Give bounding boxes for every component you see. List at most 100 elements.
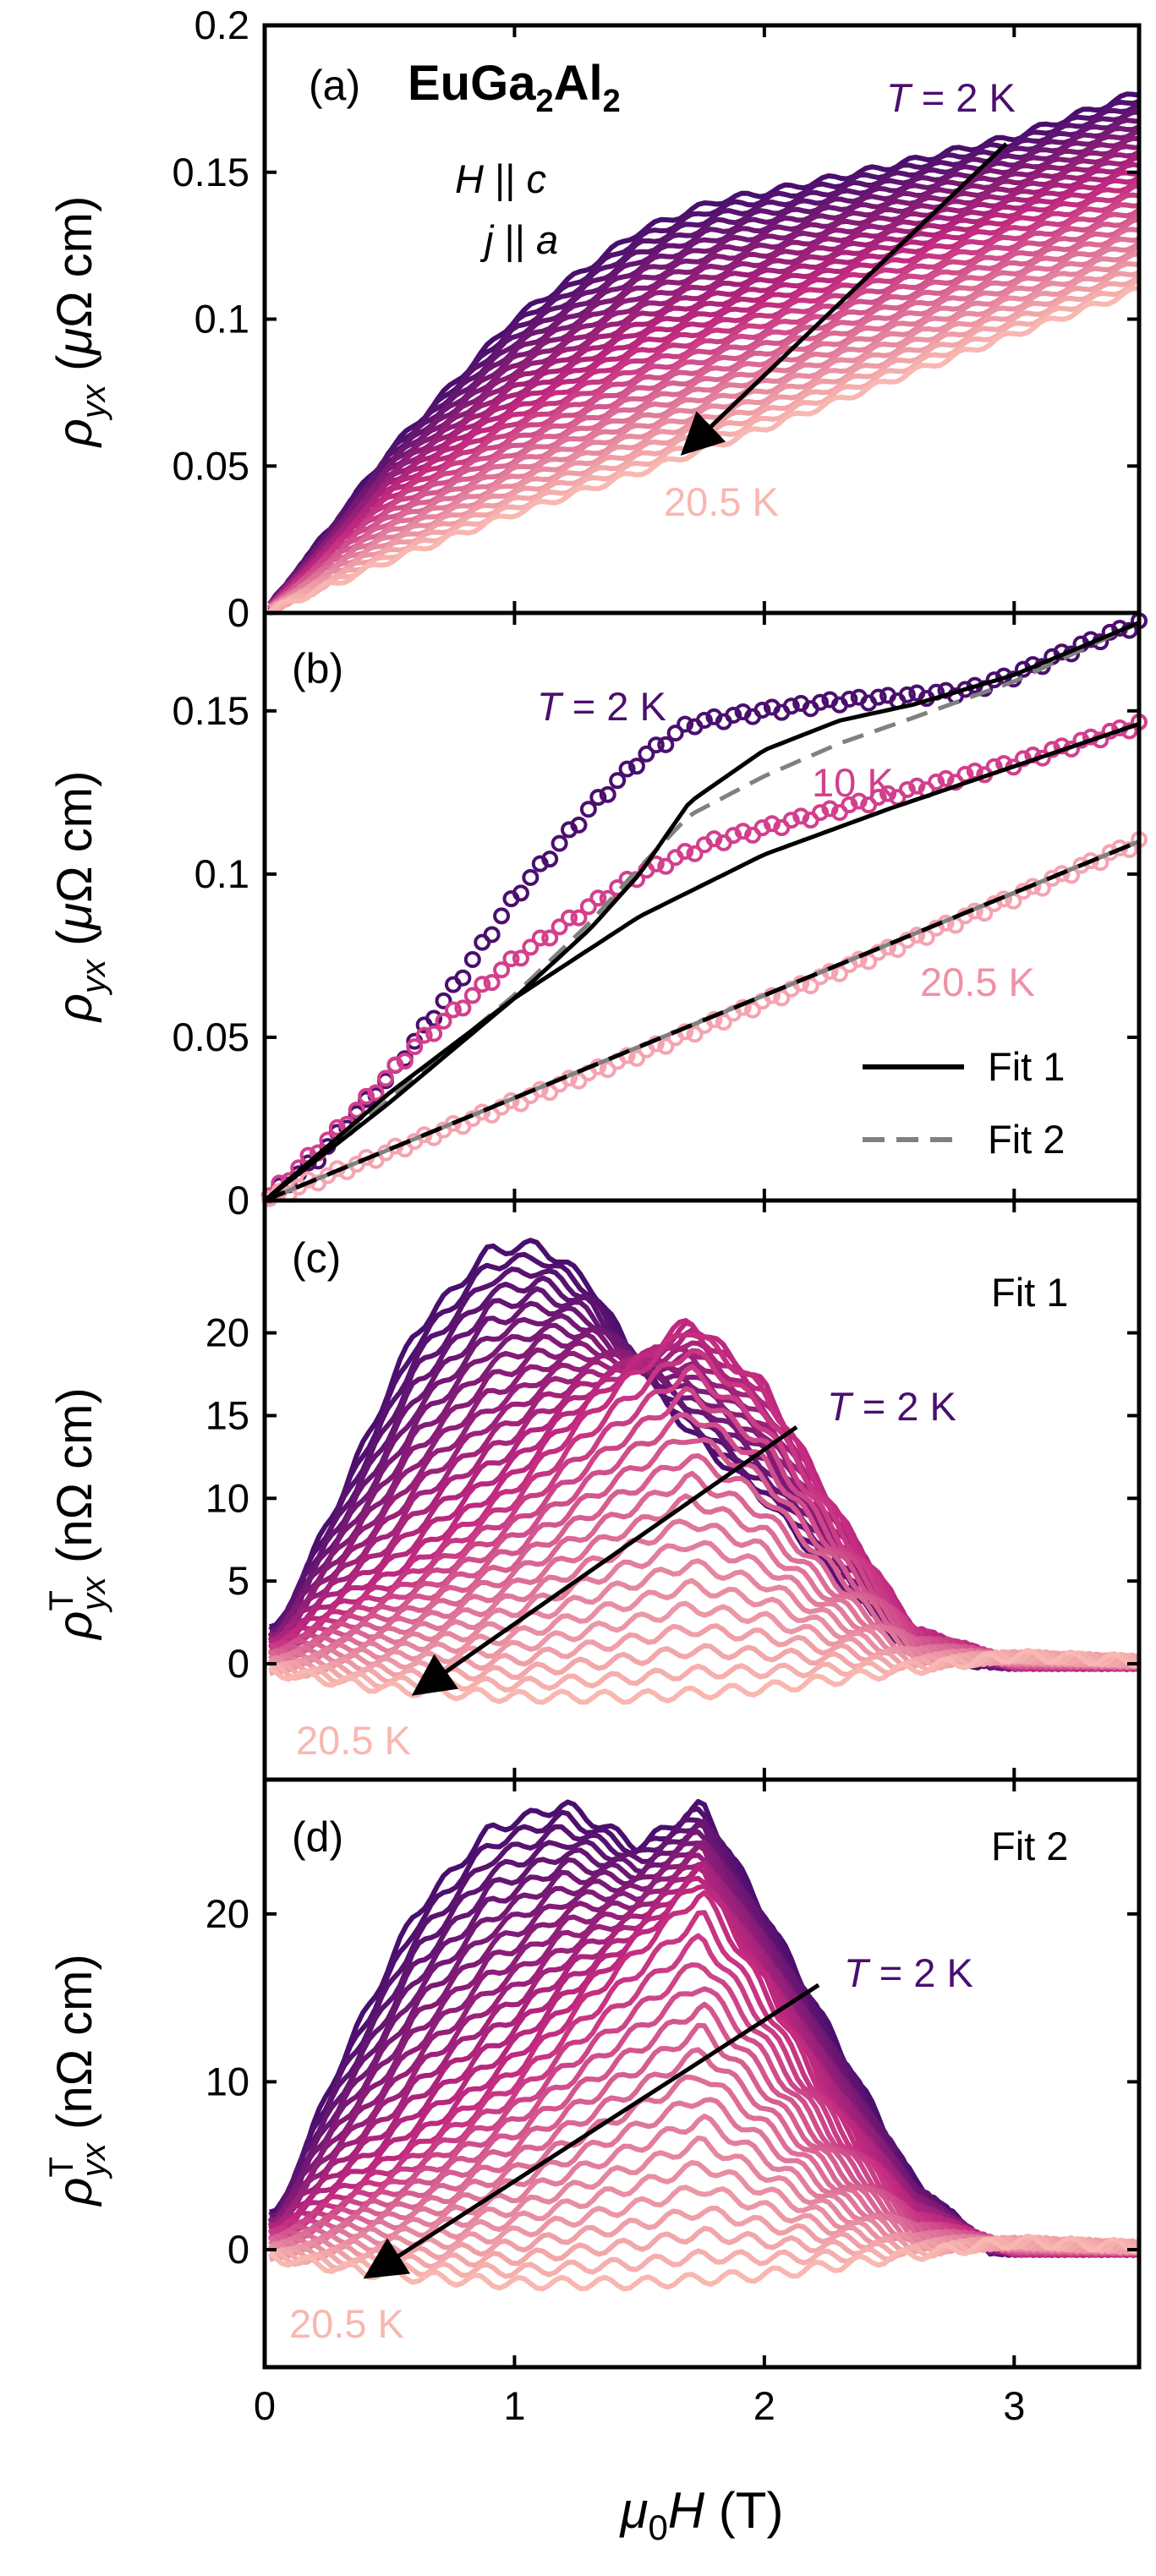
data-marker xyxy=(425,1025,443,1042)
panel-b-ticks: 0 0.05 0.1 0.15 xyxy=(173,613,1139,1222)
data-marker xyxy=(502,950,520,968)
series-curve xyxy=(267,144,1140,606)
panel-d-top-temp: T = 2 K xyxy=(844,1950,973,1995)
data-marker xyxy=(415,1026,433,1044)
ytick-label: 20 xyxy=(205,1310,249,1355)
panel-d-frame xyxy=(262,1777,1142,2370)
data-marker xyxy=(1082,852,1099,870)
data-marker xyxy=(463,987,481,1004)
data-marker xyxy=(869,688,887,706)
data-marker xyxy=(589,889,607,907)
data-marker xyxy=(657,1037,675,1055)
data-marker xyxy=(570,816,588,834)
panel-d-arrow xyxy=(363,1983,820,2279)
legend-fit1-label: Fit 1 xyxy=(988,1044,1065,1089)
data-marker xyxy=(879,785,896,802)
xtick-label: 3 xyxy=(1003,2383,1025,2428)
panel-b-t10-label: 10 K xyxy=(812,760,894,805)
ytick-label: 0 xyxy=(227,590,249,635)
data-marker xyxy=(406,1038,424,1056)
panel-d-ylabel: ρTyx (nΩ cm) xyxy=(43,1954,112,2207)
data-marker xyxy=(677,843,694,861)
series-curve xyxy=(268,177,1141,614)
ytick-label: 5 xyxy=(227,1558,249,1603)
series-curve xyxy=(267,161,1140,610)
panel-c: 0 5 10 15 20 (c) Fit 1 T = 2 K 20.5 K ρTyx (… xyxy=(43,1198,1142,1782)
data-marker xyxy=(802,977,819,995)
ytick-label: 0.05 xyxy=(173,443,249,488)
data-marker xyxy=(579,898,597,916)
data-marker xyxy=(686,845,704,862)
xtick-label: 2 xyxy=(753,2383,775,2428)
data-marker xyxy=(812,693,830,711)
data-marker xyxy=(348,1101,365,1118)
data-marker xyxy=(734,823,752,840)
data-marker xyxy=(561,909,578,927)
data-marker xyxy=(841,690,858,708)
panel-a-curves xyxy=(267,91,1141,617)
data-marker xyxy=(570,909,588,927)
data-marker xyxy=(677,715,694,733)
ytick-label: 0.15 xyxy=(173,150,249,194)
panel-d-curves xyxy=(267,1798,1141,2292)
panel-c-ylabel: ρTyx (nΩ cm) xyxy=(43,1387,112,1640)
data-marker xyxy=(753,819,771,837)
data-marker xyxy=(589,789,607,807)
data-marker xyxy=(753,701,771,719)
series-curve xyxy=(268,2233,1140,2292)
data-marker xyxy=(860,953,878,971)
data-marker xyxy=(512,884,529,902)
ytick-label: 0 xyxy=(227,1641,249,1686)
data-marker xyxy=(358,1087,375,1105)
ytick-label: 0.2 xyxy=(194,3,249,47)
panel-d-ticks: 0 10 20 0 1 2 3 xyxy=(205,1780,1139,2428)
data-marker xyxy=(531,929,549,947)
data-marker xyxy=(657,857,675,875)
data-marker xyxy=(551,834,568,852)
data-marker xyxy=(841,796,858,814)
series-curve xyxy=(267,251,1140,614)
ytick-label: 0.05 xyxy=(173,1015,249,1059)
ytick-label: 10 xyxy=(205,2059,249,2103)
data-marker xyxy=(908,777,926,795)
data-marker xyxy=(415,1126,433,1144)
data-marker xyxy=(898,686,916,703)
fit-line xyxy=(264,839,1140,1203)
panel-a: 0 0.05 0.1 0.15 0.2 (a) EuGa2Al2 H || c j ||… xyxy=(47,3,1142,635)
series-curve xyxy=(267,216,1140,614)
panel-c-label: (c) xyxy=(292,1234,341,1282)
panel-b-label: (b) xyxy=(292,645,343,692)
data-marker xyxy=(493,907,511,925)
data-marker xyxy=(483,974,501,992)
data-marker xyxy=(850,792,868,810)
panel-c-bottom-temp: 20.5 K xyxy=(296,1718,411,1763)
data-marker xyxy=(695,712,713,730)
panel-a-ylabel: ρyx (μΩ cm) xyxy=(47,196,112,449)
ytick-label: 20 xyxy=(205,1891,249,1936)
series-curve xyxy=(267,101,1141,610)
data-marker xyxy=(686,1025,704,1043)
ytick-label: 0.1 xyxy=(194,297,249,342)
data-marker xyxy=(579,801,597,818)
series-curve xyxy=(268,2206,1141,2264)
data-marker xyxy=(396,1053,414,1070)
data-marker xyxy=(773,989,791,1007)
series-curve xyxy=(268,243,1141,615)
xtick-label: 1 xyxy=(503,2383,525,2428)
panel-c-ticks: 0 5 10 15 20 xyxy=(205,1200,1139,1780)
data-marker xyxy=(599,1061,616,1079)
panel-a-title: EuGa2Al2 xyxy=(408,56,621,119)
data-marker xyxy=(627,757,645,775)
data-marker xyxy=(609,878,627,896)
data-marker xyxy=(570,1072,588,1090)
data-marker xyxy=(782,697,800,715)
series-curve xyxy=(267,118,1140,606)
data-marker xyxy=(609,772,627,790)
data-marker xyxy=(454,999,472,1017)
series-curve xyxy=(267,91,1140,606)
panel-d: 0 10 20 0 1 2 3 (d) Fit 2 T = 2 K 20.5 K ρTyx … xyxy=(43,1777,1142,2547)
data-marker xyxy=(328,1118,346,1136)
data-marker xyxy=(512,949,529,967)
panel-d-fit-label: Fit 2 xyxy=(991,1824,1068,1868)
data-marker xyxy=(647,855,665,872)
